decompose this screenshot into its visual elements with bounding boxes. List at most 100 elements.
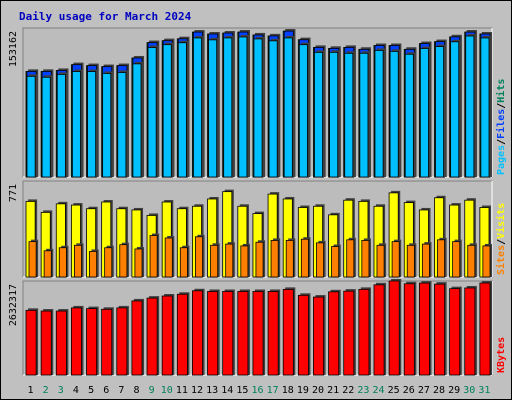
sites-bar-day-14 [225, 243, 234, 278]
sites-bar-day-4 [73, 244, 82, 278]
kbytes-bar-day-4 [70, 307, 82, 376]
sites-bar-day-7 [119, 244, 128, 278]
pages-bar-day-4 [71, 71, 81, 178]
sites-bar-day-26 [406, 244, 415, 278]
kbytes-bar-day-12 [192, 290, 203, 376]
x-label-day-11: 11 [176, 385, 188, 396]
kbytes-bar-day-2 [40, 310, 52, 376]
x-label-day-29: 29 [448, 385, 460, 396]
pages-bar-day-3 [56, 74, 66, 178]
pages-bar-day-31 [480, 37, 490, 178]
kbytes-bar-day-14 [222, 291, 234, 376]
pages-bar-day-27 [419, 48, 429, 178]
kbytes-bar-day-20 [313, 296, 324, 376]
x-label-day-15: 15 [236, 385, 248, 396]
kbytes-bar-day-1 [25, 309, 37, 376]
x-label-day-9: 9 [149, 385, 155, 396]
pages-bar-day-8 [132, 63, 142, 178]
hits-files-pages-legend-item-1: / [496, 139, 507, 145]
visits-sites-panel [22, 180, 493, 278]
x-label-day-14: 14 [221, 385, 233, 396]
kbytes-bar-day-10 [161, 295, 173, 376]
visits-sites-legend-item-2: Visits [495, 203, 507, 239]
x-label-day-24: 24 [373, 385, 385, 396]
x-label-day-17: 17 [267, 385, 279, 396]
sites-bar-day-5 [89, 250, 98, 278]
x-label-day-25: 25 [388, 385, 400, 396]
kbytes-bar-day-3 [55, 310, 67, 376]
x-label-day-21: 21 [327, 385, 339, 396]
kbytes-bar-day-13 [207, 291, 219, 376]
pages-bar-day-1 [26, 75, 36, 178]
pages-bar-day-28 [435, 46, 445, 178]
kbytes-bar-day-26 [403, 283, 415, 376]
kbytes-bar-day-25 [388, 280, 400, 376]
pages-bar-day-5 [87, 71, 97, 178]
x-label-day-26: 26 [403, 385, 415, 396]
x-label-day-16: 16 [251, 385, 263, 396]
sites-bar-day-20 [316, 242, 324, 278]
sites-bar-day-3 [58, 247, 67, 278]
kbytes-bar-day-6 [101, 308, 113, 376]
pages-bar-day-2 [41, 76, 51, 178]
kbytes-bar-day-19 [297, 294, 309, 376]
sites-bar-day-31 [482, 245, 491, 278]
kbytes-bar-day-24 [373, 284, 385, 376]
pages-bar-day-22 [344, 52, 354, 178]
visits-sites-legend: Sites/Visits [495, 203, 507, 275]
x-label-day-7: 7 [118, 385, 124, 396]
x-label-day-18: 18 [282, 385, 294, 396]
pages-bar-day-29 [450, 41, 460, 178]
kbytes-ymax-label: 2632317 [8, 284, 19, 326]
x-label-day-1: 1 [28, 385, 34, 396]
x-label-day-13: 13 [206, 385, 218, 396]
x-label-day-4: 4 [73, 385, 79, 396]
sites-bar-day-9 [149, 235, 158, 278]
kbytes-bar-day-17 [267, 291, 279, 376]
pages-bar-day-16 [253, 38, 263, 178]
sites-bar-day-6 [104, 247, 113, 278]
kbytes-legend-item-0: KBytes [496, 337, 507, 373]
kbytes-bar-day-31 [479, 282, 491, 376]
hits-files-pages-legend: Pages/Files/Hits [495, 79, 507, 175]
sites-bar-day-24 [376, 244, 385, 278]
x-label-day-27: 27 [418, 385, 430, 396]
kbytes-bar-day-16 [252, 291, 264, 376]
x-label-day-28: 28 [433, 385, 445, 396]
sites-bar-day-10 [164, 237, 173, 278]
pages-bar-day-7 [117, 72, 127, 178]
visits-sites-legend-item-0: Sites [495, 245, 507, 275]
kbytes-bar-day-28 [434, 283, 446, 376]
sites-bar-day-22 [346, 239, 355, 278]
kbytes-bar-day-27 [418, 282, 430, 376]
x-label-day-2: 2 [43, 385, 49, 396]
sites-bar-day-18 [285, 240, 294, 278]
pages-bar-day-13 [208, 39, 218, 178]
pages-bar-day-20 [314, 51, 323, 178]
pages-bar-day-6 [102, 73, 112, 178]
x-label-day-6: 6 [103, 385, 109, 396]
kbytes-bar-day-11 [176, 293, 188, 376]
x-label-day-8: 8 [133, 385, 139, 396]
x-label-day-30: 30 [463, 385, 475, 396]
hits-files-pages-legend-item-4: Hits [495, 79, 507, 103]
sites-bar-day-27 [421, 243, 430, 278]
kbytes-bar-day-18 [282, 288, 294, 376]
sites-bar-day-12 [195, 236, 203, 278]
pages-bar-day-9 [147, 47, 157, 178]
pages-bar-day-14 [223, 37, 233, 178]
kbytes-bar-day-7 [116, 307, 128, 376]
sites-bar-day-30 [467, 244, 476, 278]
pages-bar-day-23 [359, 52, 369, 178]
sites-bar-day-21 [331, 246, 340, 278]
pages-bar-day-18 [283, 37, 293, 178]
kbytes-bar-day-22 [343, 290, 355, 376]
sites-bar-day-13 [210, 244, 219, 278]
hits-files-pages-ymax-label: 153162 [8, 31, 19, 67]
sites-bar-day-1 [28, 241, 37, 278]
pages-bar-day-25 [389, 50, 399, 178]
pages-bar-day-10 [162, 44, 172, 178]
sites-bar-day-16 [255, 241, 264, 278]
hits-files-pages-legend-item-3: / [496, 103, 507, 109]
